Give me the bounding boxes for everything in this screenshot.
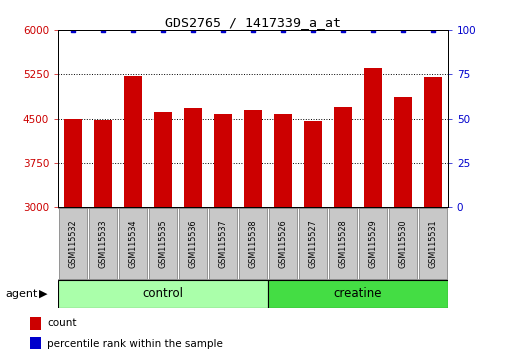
Bar	[243, 110, 262, 207]
Bar	[304, 121, 321, 207]
Text: GSM115527: GSM115527	[308, 219, 317, 268]
Point	[219, 27, 227, 33]
Text: GSM115531: GSM115531	[427, 219, 436, 268]
Text: control: control	[142, 287, 183, 300]
Text: GSM115533: GSM115533	[98, 219, 108, 268]
FancyBboxPatch shape	[89, 208, 117, 279]
Point	[189, 27, 197, 33]
Bar	[184, 108, 201, 207]
Point	[129, 27, 137, 33]
Point	[69, 27, 77, 33]
Point	[99, 27, 107, 33]
Point	[368, 27, 376, 33]
FancyBboxPatch shape	[119, 208, 147, 279]
Text: agent: agent	[5, 289, 37, 299]
Bar	[333, 107, 351, 207]
Text: GSM115530: GSM115530	[397, 219, 407, 268]
FancyBboxPatch shape	[58, 280, 268, 308]
Text: GSM115528: GSM115528	[338, 219, 347, 268]
Text: GSM115537: GSM115537	[218, 219, 227, 268]
Text: GSM115538: GSM115538	[248, 219, 257, 268]
Bar	[154, 112, 172, 207]
FancyBboxPatch shape	[59, 208, 87, 279]
Text: percentile rank within the sample: percentile rank within the sample	[47, 339, 223, 349]
Text: GSM115535: GSM115535	[158, 219, 167, 268]
Bar	[30, 337, 41, 349]
FancyBboxPatch shape	[298, 208, 326, 279]
FancyBboxPatch shape	[328, 208, 357, 279]
Point	[308, 27, 316, 33]
Point	[159, 27, 167, 33]
FancyBboxPatch shape	[238, 208, 267, 279]
Point	[278, 27, 286, 33]
FancyBboxPatch shape	[418, 208, 446, 279]
Text: GSM115534: GSM115534	[128, 219, 137, 268]
FancyBboxPatch shape	[268, 208, 296, 279]
Bar	[30, 318, 41, 330]
Point	[428, 27, 436, 33]
FancyBboxPatch shape	[388, 208, 416, 279]
Bar	[94, 120, 112, 207]
Text: GSM115536: GSM115536	[188, 219, 197, 268]
FancyBboxPatch shape	[268, 280, 447, 308]
FancyBboxPatch shape	[148, 208, 177, 279]
Point	[248, 27, 257, 33]
Bar	[214, 114, 232, 207]
Bar	[273, 114, 291, 207]
Text: GSM115526: GSM115526	[278, 219, 287, 268]
Text: count: count	[47, 318, 77, 329]
Point	[338, 27, 346, 33]
Bar	[124, 76, 142, 207]
Text: GSM115532: GSM115532	[69, 219, 78, 268]
Point	[398, 27, 406, 33]
FancyBboxPatch shape	[209, 208, 237, 279]
Bar	[423, 77, 441, 207]
Text: GSM115529: GSM115529	[368, 219, 377, 268]
FancyBboxPatch shape	[179, 208, 207, 279]
Title: GDS2765 / 1417339_a_at: GDS2765 / 1417339_a_at	[165, 16, 340, 29]
Bar	[363, 68, 381, 207]
Text: ▶: ▶	[39, 289, 47, 299]
Bar	[64, 119, 82, 207]
Bar	[393, 97, 411, 207]
Text: creatine: creatine	[333, 287, 381, 300]
FancyBboxPatch shape	[358, 208, 386, 279]
